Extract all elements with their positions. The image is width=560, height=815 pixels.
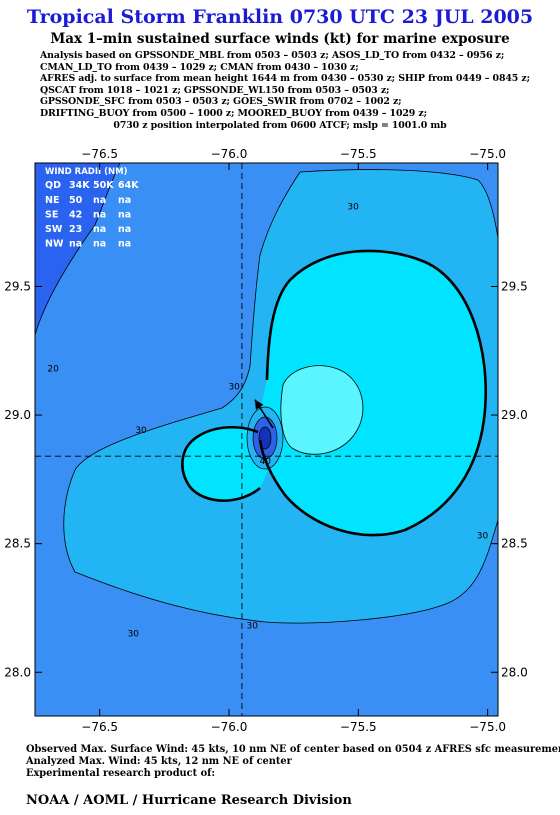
wind-radii-cell: na (93, 224, 106, 235)
wind-radii-cell: 42 (69, 210, 82, 221)
x-tick-label-top: −75.0 (469, 147, 506, 161)
wind-radii-header: 34K (69, 180, 90, 191)
core-contour-middle (252, 416, 278, 460)
contour-line-40kt (280, 365, 364, 455)
y-tick-label-left: 29.0 (4, 408, 31, 422)
wind-radii-header: QD (45, 180, 61, 191)
x-tick-label-bottom: −75.0 (469, 720, 506, 734)
position-line: 0730 z position interpolated from 0600 A… (113, 119, 447, 131)
analyzed-max-wind: Analyzed Max. Wind: 45 kts, 12 nm NE of … (26, 756, 292, 767)
wind-radii-cell: NW (45, 239, 64, 250)
motion-arrow (254, 399, 274, 429)
contour-fills (35, 163, 498, 716)
x-tick-label-bottom: −76.5 (81, 720, 118, 734)
center-crosshair (35, 163, 498, 716)
axis-ticks: −76.5 −76.5 −76.0 −76.0 −75.5 −75.5 −75.0 −75.0… (4, 147, 527, 734)
fill-region-40kt (280, 365, 363, 455)
contour-label: 30 (477, 532, 489, 542)
core-contour-inner (258, 426, 272, 450)
analysis-line: AFRES adj. to surface from mean height 1… (40, 73, 530, 85)
contour-line-34kt-east (258, 249, 487, 537)
contour-line-34kt-west (181, 425, 261, 502)
y-tick-label-left: 28.5 (4, 537, 31, 551)
contour-line-30kt (63, 169, 498, 624)
x-tick-label-bottom: −75.5 (340, 720, 377, 734)
y-tick-label-left: 28.0 (4, 665, 31, 679)
contour-label: 30 (347, 202, 359, 212)
x-tick-label-top: −76.0 (211, 147, 248, 161)
wind-radii-cell: na (93, 239, 106, 250)
wind-radii-header: 64K (118, 180, 139, 191)
y-tick-label-right: 29.5 (501, 279, 528, 293)
contour-label: 30 (228, 382, 240, 392)
contour-label: 30 (247, 622, 259, 632)
footer-notes: Observed Max. Surface Wind: 45 kts, 10 n… (26, 744, 560, 780)
wind-radii-cell: na (118, 195, 131, 206)
contour-lines (35, 163, 498, 624)
analysis-line: DRIFTING_BUOY from 0500 – 1000 z; MOORED… (40, 107, 427, 119)
wind-radii-cell: na (118, 224, 131, 235)
research-product-note: Experimental research product of: (26, 768, 215, 779)
analysis-sources: Analysis based on GPSSONDE_MBL from 0503… (40, 50, 550, 131)
core-contour-outer (246, 406, 284, 470)
y-tick-label-right: 29.0 (501, 408, 528, 422)
chart-subtitle: Max 1–min sustained surface winds (kt) f… (50, 31, 510, 47)
core-ring-inner (259, 427, 271, 449)
y-tick-label-left: 29.5 (4, 279, 31, 293)
y-tick-label-right: 28.0 (501, 665, 528, 679)
wind-radii-cell: na (118, 239, 131, 250)
observed-max-wind: Observed Max. Surface Wind: 45 kts, 10 n… (26, 744, 560, 755)
wind-radii-cell: na (118, 210, 131, 221)
analysis-line: GPSSONDE_SFC from 0503 – 0503 z; GOES_SW… (40, 96, 402, 108)
contour-labels: 30 20 30 30 40 30 30 30 (47, 202, 488, 639)
analysis-line: CMAN_LD_TO from 0439 – 1029 z; CMAN from… (40, 61, 359, 73)
contour-label: 30 (128, 629, 140, 639)
contour-line-20kt (35, 163, 121, 336)
y-tick-label-right: 28.5 (501, 537, 528, 551)
wind-radii-cell: na (93, 195, 106, 206)
x-tick-label-top: −76.5 (81, 147, 118, 161)
x-tick-label-top: −75.5 (340, 147, 377, 161)
wind-radii-cell: NE (45, 195, 59, 206)
motion-arrow-head (254, 399, 264, 410)
wind-radii-cell: SE (45, 210, 58, 221)
x-tick-label-bottom: −76.0 (211, 720, 248, 734)
analysis-line: Analysis based on GPSSONDE_MBL from 0503… (40, 50, 505, 61)
wind-radii-cell: 23 (69, 224, 82, 235)
wind-radii-title: WIND RADII (NM) (45, 167, 128, 177)
contour-label: 20 (47, 364, 59, 374)
chart-title: Tropical Storm Franklin 0730 UTC 23 JUL … (26, 6, 534, 28)
analysis-line: QSCAT from 1018 – 1021 z; GPSSONDE_WL150… (40, 84, 390, 96)
wind-radii-cell: na (69, 239, 82, 250)
wind-radii-cell: na (93, 210, 106, 221)
wind-radii-cell: SW (45, 224, 63, 235)
wind-radii-cell: 50 (69, 195, 83, 206)
contour-label: 40 (259, 457, 271, 467)
plot-frame (34, 162, 499, 717)
wind-radii-header: 50K (93, 180, 114, 191)
organization-name: NOAA / AOML / Hurricane Research Divisio… (26, 793, 352, 808)
contour-label: 30 (135, 426, 147, 436)
